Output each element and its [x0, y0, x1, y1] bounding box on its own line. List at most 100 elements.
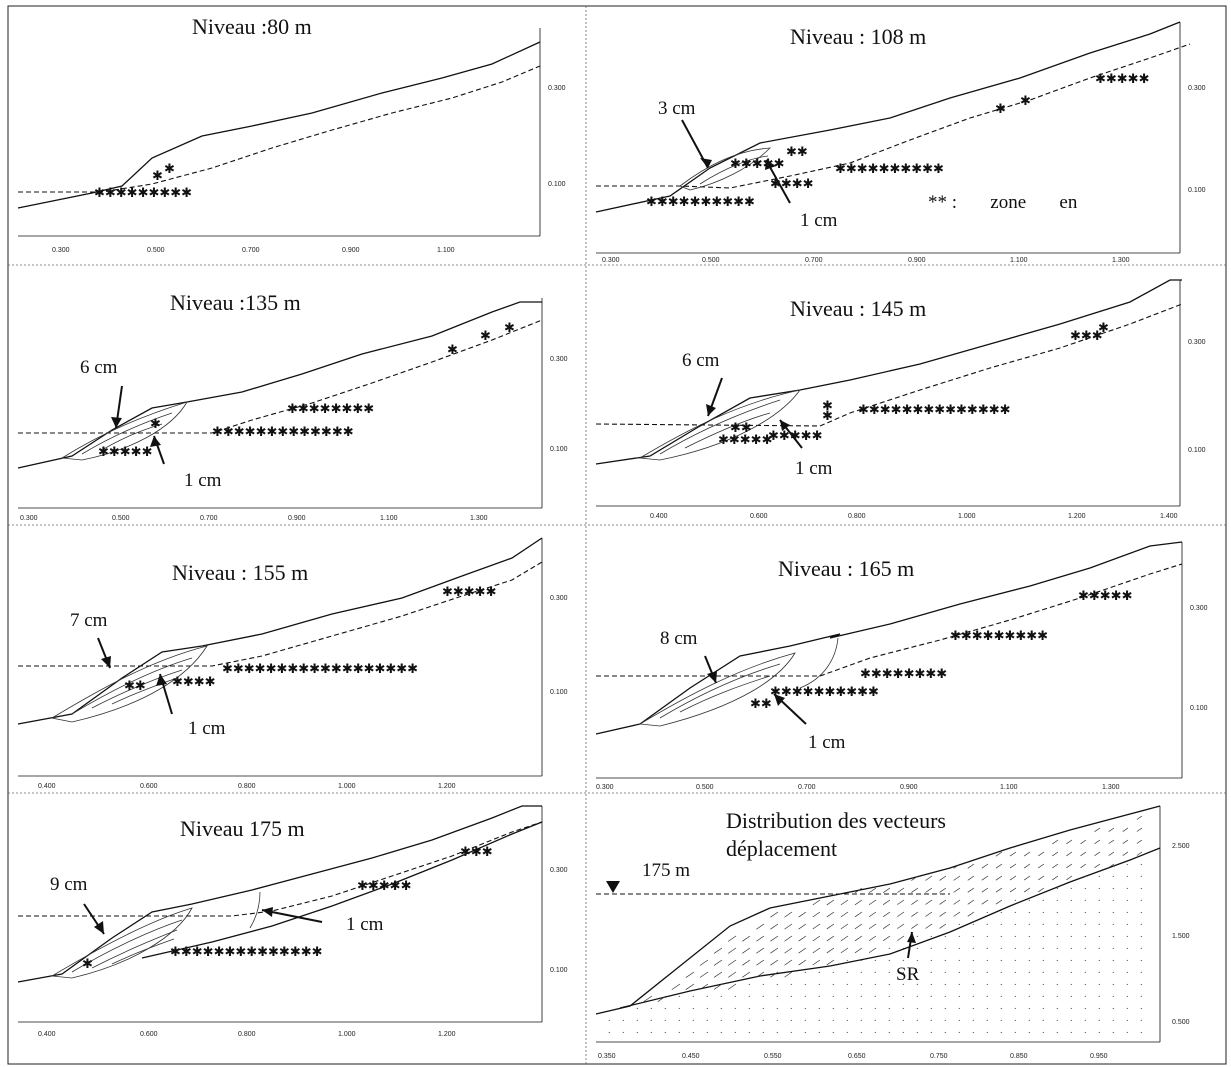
svg-text:✱✱✱✱✱✱✱✱✱✱✱✱✱✱✱✱✱✱: ✱✱✱✱✱✱✱✱✱✱✱✱✱✱✱✱✱✱ [222, 662, 418, 677]
displacement-vector [995, 899, 1003, 905]
y-tick: 0.100 [550, 967, 568, 974]
displacement-vector [986, 983, 989, 986]
displacement-vector [1136, 839, 1143, 844]
displacement-vector [798, 959, 807, 966]
displacement-vector [826, 911, 835, 918]
x-tick: 0.600 [750, 513, 768, 520]
displacement-vector [1126, 983, 1129, 986]
displacement-vector [748, 995, 751, 998]
x-tick: 0.900 [288, 515, 306, 522]
displacement-vector [1112, 959, 1115, 962]
displacement-vector [883, 935, 891, 941]
displacement-vector [1000, 947, 1003, 950]
displacement-vector [1056, 983, 1059, 986]
displacement-vector [1042, 971, 1045, 974]
displacement-vector [888, 983, 891, 986]
displacement-vector [840, 911, 849, 918]
displacement-vector [1112, 887, 1115, 890]
displacement-vector [1028, 935, 1031, 938]
displacement-vector [1066, 875, 1073, 881]
displacement-vector [868, 947, 877, 954]
displacement-vector [925, 875, 933, 881]
displacement-vector [1042, 1007, 1045, 1010]
displacement-vector [972, 1019, 975, 1022]
displacement-vector [790, 1019, 793, 1022]
displacement-vector [826, 923, 835, 930]
displacement-vector [911, 875, 919, 881]
displacement-vector [846, 971, 849, 974]
displacement-vector [1098, 887, 1101, 890]
displacement-vector [1070, 911, 1073, 914]
displacement-vector [939, 923, 947, 929]
displacement-vector [790, 983, 793, 986]
displacement-vector [986, 923, 989, 926]
svg-text:✱✱✱✱✱: ✱✱✱✱✱ [1078, 589, 1132, 604]
displacement-vector [784, 923, 793, 930]
svg-text:✱✱✱✱: ✱✱✱✱ [770, 177, 814, 192]
svg-text:✱✱✱✱✱: ✱✱✱✱✱ [718, 433, 772, 448]
displacement-vector [706, 1019, 709, 1022]
displacement-vector [1042, 995, 1045, 998]
displacement-vector [972, 1031, 975, 1034]
displacement-vector [930, 1019, 933, 1022]
displacement-vector [930, 995, 933, 998]
displacement-vector [883, 887, 891, 893]
displacement-vector [939, 887, 947, 893]
svg-text:✱✱: ✱✱ [786, 145, 808, 160]
x-tick: 1.100 [380, 515, 398, 522]
displacement-vector [1140, 1031, 1143, 1034]
x-tick: 0.500 [112, 515, 130, 522]
displacement-vector [840, 935, 849, 942]
displacement-vector [1014, 959, 1017, 962]
displacement-vector [770, 947, 779, 954]
displacement-vector [1000, 911, 1003, 914]
displacement-vector [742, 971, 751, 978]
displacement-vector [1094, 839, 1101, 845]
x-tick: 0.600 [140, 783, 158, 790]
displacement-vector [860, 1031, 863, 1034]
y-tick: 0.500 [1172, 1019, 1190, 1026]
displacement-vector [1126, 1019, 1129, 1022]
y-tick: 0.100 [548, 181, 566, 188]
displacement-vector [995, 875, 1003, 881]
y-tick: 0.100 [550, 689, 568, 696]
displacement-vector [818, 1031, 821, 1034]
displacement-vector [1042, 923, 1045, 926]
displacement-vector [1126, 935, 1129, 938]
displacement-vector [678, 995, 681, 998]
displacement-vector [756, 935, 765, 942]
svg-text:✱✱✱✱✱✱✱✱: ✱✱✱✱✱✱✱✱ [287, 402, 374, 417]
displacement-vector [1084, 911, 1087, 914]
displacement-vector [1014, 983, 1017, 986]
displacement-vector [1098, 947, 1101, 950]
panel-title-line1: Distribution des vecteurs [726, 808, 946, 833]
displacement-vector [798, 923, 807, 930]
displacement-vector [840, 923, 849, 930]
label-max-displacement: 7 cm [70, 610, 108, 631]
displacement-vector [1000, 1019, 1003, 1022]
arrowhead [780, 420, 790, 431]
displacement-vector [911, 911, 919, 917]
displacement-vector [1028, 971, 1031, 974]
displacement-vector [1126, 959, 1129, 962]
displacement-vector [1140, 911, 1143, 914]
displacement-vector [818, 1019, 821, 1022]
displacement-vector [888, 971, 891, 974]
displacement-vector [986, 935, 989, 938]
displacement-vector [832, 995, 835, 998]
svg-text:✱: ✱ [1020, 94, 1031, 109]
displacement-vector [1098, 971, 1101, 974]
displacement-vector [776, 983, 779, 986]
svg-text:✱✱✱✱✱✱✱✱: ✱✱✱✱✱✱✱✱ [860, 667, 947, 682]
svg-text:✱✱✱✱✱: ✱✱✱✱✱ [442, 585, 496, 600]
displacement-vector [1014, 1031, 1017, 1034]
displacement-vector [720, 995, 723, 998]
displacement-vector [776, 1007, 779, 1010]
displacement-vector [798, 947, 807, 954]
displacement-vector [664, 1031, 667, 1034]
displacement-vector [678, 1031, 681, 1034]
displacement-vector [650, 1007, 653, 1010]
arrowhead [156, 674, 167, 686]
displacement-vector [1070, 983, 1073, 986]
